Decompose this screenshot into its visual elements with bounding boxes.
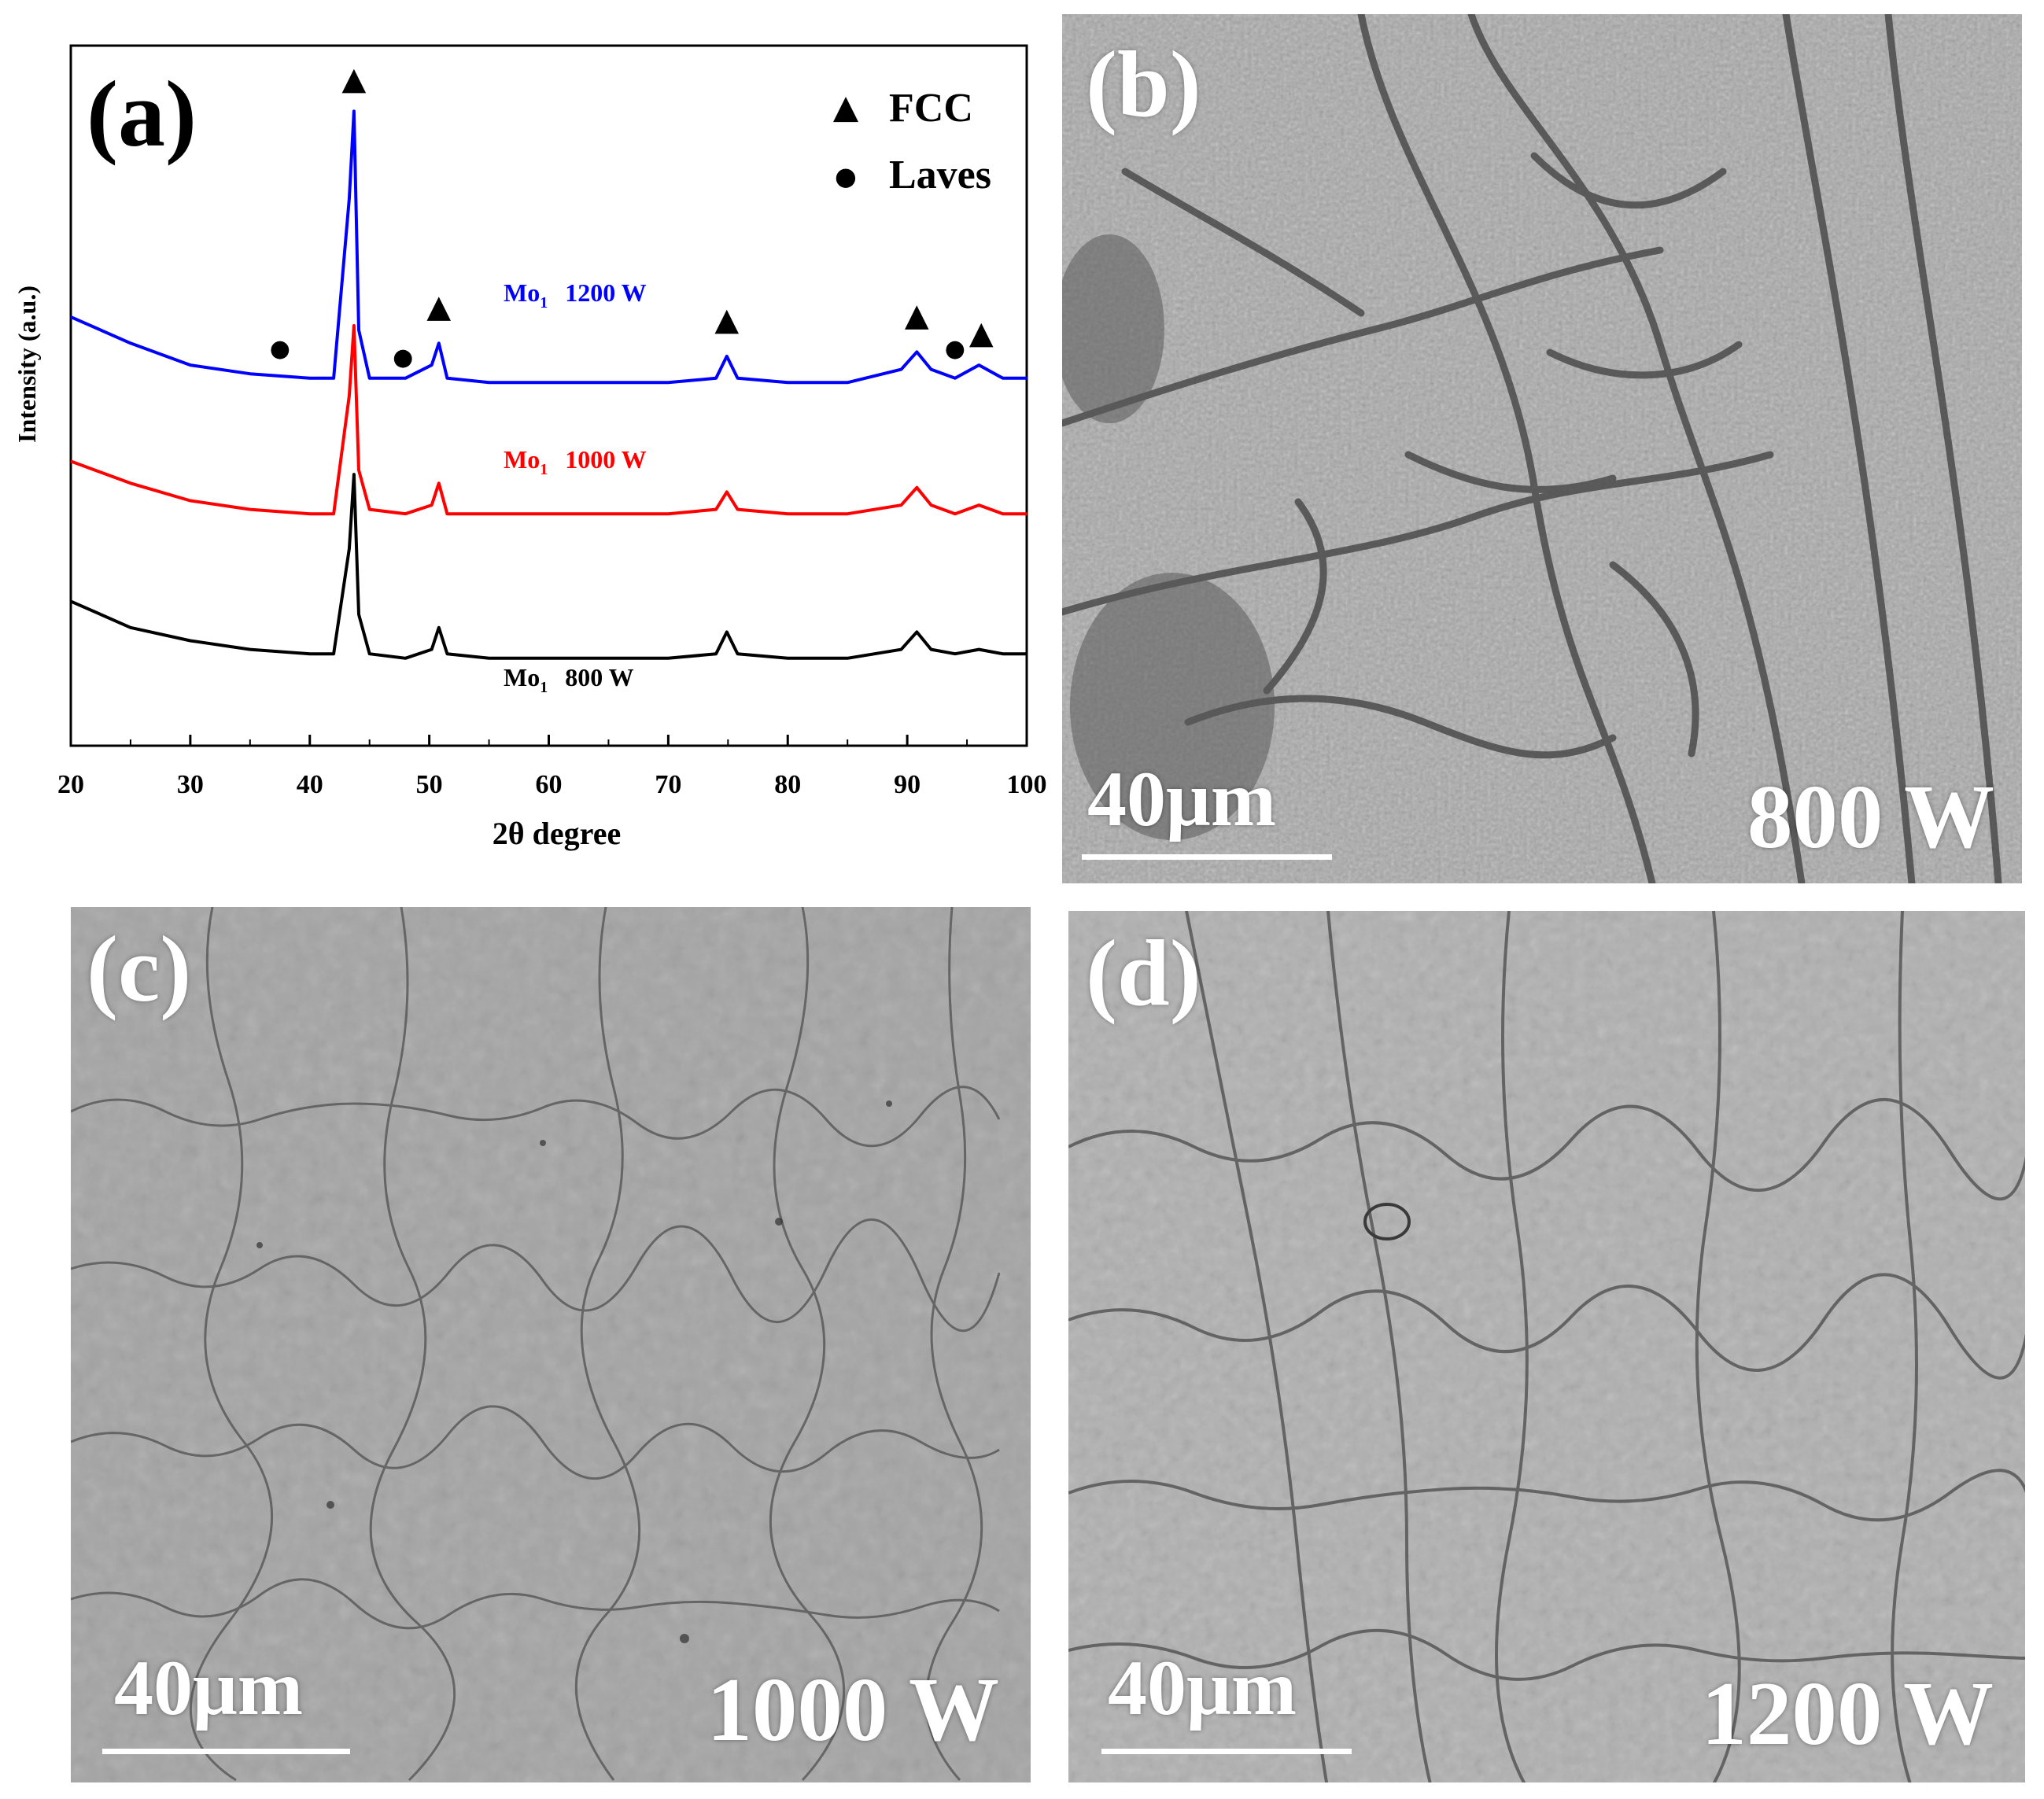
scale-label-d: 40μm [1108, 1644, 1297, 1731]
x-tick-label-60: 60 [536, 770, 563, 799]
xrd-chart: 20 30 40 50 60 70 80 90 100 2θ degree Intensity (a… [13, 44, 1047, 851]
x-tick-label-20: 20 [57, 770, 84, 799]
series-label-1: Mo1 1000 W [504, 445, 647, 478]
micrograph-b: (b) 40μm 800 W [1062, 14, 2022, 883]
x-axis-label: 2θ degree [493, 816, 621, 851]
fcc-peak-marker: ▲ [714, 302, 739, 338]
series-label-2: Mo1 1200 W [504, 278, 647, 312]
y-axis-label: Intensity (a.u.) [13, 286, 41, 443]
legend-marker-0: ▲ [833, 87, 859, 126]
micrograph-b-texture [1062, 14, 2022, 883]
laves-peak-marker: ● [945, 335, 965, 363]
x-tick-label-100: 100 [1007, 770, 1047, 799]
x-tick-label-80: 80 [774, 770, 801, 799]
scale-bar-c [102, 1749, 350, 1754]
fcc-peak-marker: ▲ [426, 289, 451, 325]
xrd-chart-panel: 20 30 40 50 60 70 80 90 100 2θ degree Intensity (a… [0, 0, 1054, 881]
micrograph-d: (d) 40μm 1200 W [1068, 911, 2025, 1782]
fcc-peak-marker: ▲ [969, 315, 994, 351]
laves-peak-marker: ● [393, 344, 413, 371]
legend-marker-1: ● [835, 161, 857, 191]
scale-label-b: 40μm [1087, 755, 1276, 842]
panel-label-b: (b) [1086, 31, 1201, 136]
scale-bar-b [1082, 854, 1332, 860]
fcc-peak-marker: ▲ [905, 297, 929, 334]
power-label-b: 800 W [1747, 767, 1994, 867]
panel-label-c: (c) [87, 916, 192, 1021]
power-label-d: 1200 W [1701, 1664, 1994, 1764]
fcc-peak-marker: ▲ [342, 61, 367, 98]
series-line-2 [70, 109, 1027, 385]
x-tick-label-30: 30 [177, 770, 204, 799]
x-tick-label-40: 40 [297, 770, 323, 799]
series-line-0 [70, 473, 1027, 660]
x-tick-label-70: 70 [655, 770, 681, 799]
series-label-0: Mo1 800 W [504, 663, 634, 696]
micrograph-c: (c) 40μm 1000 W [71, 907, 1031, 1782]
laves-peak-marker: ● [270, 335, 290, 363]
x-tick-label-90: 90 [894, 770, 921, 799]
legend-label-0: FCC [889, 86, 973, 131]
micrograph-d-texture [1068, 911, 2025, 1782]
panel-label-d: (d) [1086, 920, 1201, 1025]
x-tick-label-50: 50 [416, 770, 443, 799]
power-label-c: 1000 W [707, 1660, 999, 1760]
plot-frame [69, 44, 1028, 747]
series-line-1 [70, 324, 1027, 516]
scale-label-c: 40μm [114, 1644, 303, 1731]
legend-label-1: Laves [889, 153, 991, 197]
panel-label-a: (a) [87, 61, 197, 166]
micrograph-c-texture [71, 907, 1031, 1782]
scale-bar-d [1101, 1749, 1352, 1754]
